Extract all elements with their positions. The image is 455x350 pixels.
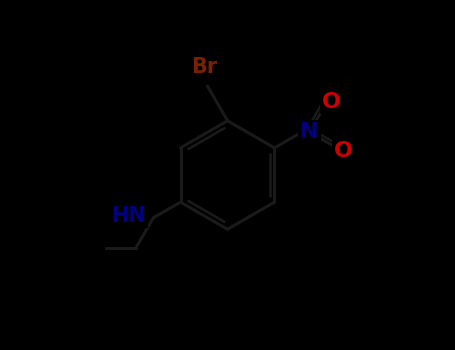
Text: O: O [334, 141, 353, 161]
Text: O: O [322, 92, 341, 112]
Text: HN: HN [111, 206, 146, 226]
Text: Br: Br [191, 57, 217, 77]
Text: N: N [300, 122, 318, 142]
